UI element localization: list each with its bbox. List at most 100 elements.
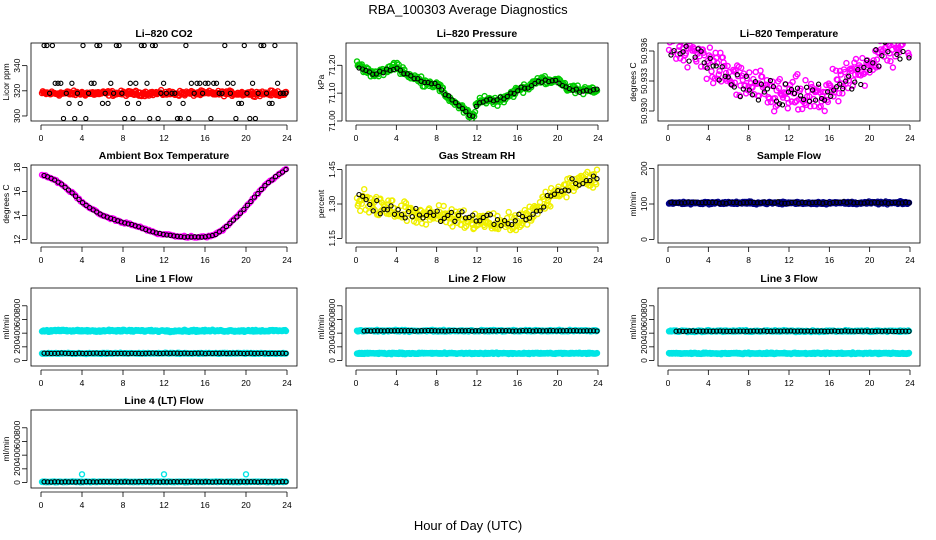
data-point-hourly xyxy=(445,212,451,219)
x-tick-label: 16 xyxy=(825,133,835,143)
data-point-hourly xyxy=(216,90,222,96)
data-point-hourly xyxy=(800,96,807,103)
data-point-hourly xyxy=(802,199,809,206)
data-point-hourly xyxy=(473,218,479,224)
data-point-all xyxy=(889,36,894,41)
data-point-hourly xyxy=(421,79,428,86)
x-tick-label: 12 xyxy=(159,133,169,143)
data-point-hourly xyxy=(533,208,540,214)
data-point-hourly xyxy=(72,479,79,485)
data-point-hourly xyxy=(590,87,597,93)
data-point-hourly xyxy=(569,176,575,182)
data-point-all xyxy=(776,75,783,83)
plot-frame xyxy=(30,287,298,367)
data-point-hourly xyxy=(237,479,244,485)
data-point-hourly xyxy=(279,479,286,485)
data-point-hourly xyxy=(791,328,797,334)
data-point-hourly xyxy=(213,80,220,86)
data-point-hourly xyxy=(689,199,695,206)
data-point-hourly xyxy=(448,209,455,216)
data-point-hourly xyxy=(110,90,117,96)
data-point-all xyxy=(766,95,773,102)
data-point-all xyxy=(512,226,520,234)
x-tick-label: 4 xyxy=(80,378,85,388)
data-point-hourly xyxy=(163,90,170,96)
data-point-hourly xyxy=(384,207,391,213)
data-point-hourly xyxy=(849,86,855,92)
data-point-all xyxy=(785,99,792,107)
data-point-hourly xyxy=(683,328,689,334)
data-point-hourly xyxy=(553,328,560,334)
data-point-hourly xyxy=(247,115,253,121)
data-point-hourly xyxy=(902,328,909,334)
data-point-hourly xyxy=(889,199,895,206)
data-point-hourly xyxy=(85,90,92,96)
data-point-hourly xyxy=(477,100,483,106)
data-point-hourly xyxy=(124,100,131,107)
x-tick-label: 8 xyxy=(434,255,439,265)
data-point-hourly xyxy=(119,90,125,96)
data-point-hourly xyxy=(236,100,242,107)
data-point-hourly xyxy=(680,49,686,55)
data-point-hourly xyxy=(79,200,86,206)
data-point-hourly xyxy=(209,350,216,357)
data-point-hourly xyxy=(160,350,166,356)
x-tick-label: 0 xyxy=(39,133,44,143)
y-tick-label: 16 xyxy=(12,186,22,196)
data-point-hourly xyxy=(682,200,688,206)
data-point-hourly xyxy=(152,43,158,49)
x-tick-label: 8 xyxy=(121,133,126,143)
data-point-hourly xyxy=(88,80,94,86)
data-point-hourly xyxy=(509,328,516,334)
data-point-hourly xyxy=(202,479,208,485)
y-tick-label: 50.933 xyxy=(639,68,649,94)
data-point-all xyxy=(684,35,689,40)
data-point-hourly xyxy=(432,328,438,334)
data-point-all xyxy=(358,200,365,207)
panel-title: Line 3 Flow xyxy=(760,273,818,285)
data-point-hourly xyxy=(882,43,888,45)
data-point-hourly xyxy=(746,87,752,93)
data-point-hourly xyxy=(55,350,61,356)
data-point-hourly xyxy=(565,188,572,194)
data-point-hourly xyxy=(885,48,891,55)
data-point-hourly xyxy=(91,80,97,86)
data-point-all xyxy=(746,69,753,76)
data-point-hourly xyxy=(717,328,723,334)
data-point-hourly xyxy=(241,350,247,357)
data-point-hourly xyxy=(758,81,765,87)
data-point-hourly xyxy=(435,328,441,334)
data-point-hourly xyxy=(724,328,730,334)
data-point-hourly xyxy=(470,212,476,218)
plot-frame xyxy=(30,164,298,244)
data-point-hourly xyxy=(744,328,750,334)
data-point-all xyxy=(852,55,860,63)
data-point-hourly xyxy=(821,328,828,334)
data-point-hourly xyxy=(770,83,777,90)
data-point-all xyxy=(797,85,804,92)
data-point-hourly xyxy=(472,328,479,334)
data-point-all xyxy=(671,37,676,42)
data-point-hourly xyxy=(164,232,170,238)
y-tick-label: 0 xyxy=(12,480,22,485)
data-point-hourly xyxy=(702,199,709,206)
data-point-hourly xyxy=(710,63,716,69)
y-tick-label: 800 xyxy=(639,298,649,312)
y-tick-label: 71.10 xyxy=(327,82,337,104)
y-tick-label: 1.15 xyxy=(327,230,337,247)
data-point-hourly xyxy=(686,58,692,64)
data-point-hourly xyxy=(79,479,86,485)
data-points xyxy=(38,43,290,121)
data-point-hourly xyxy=(146,479,152,485)
data-point-hourly xyxy=(97,479,103,485)
data-point-hourly xyxy=(675,200,681,206)
data-point-hourly xyxy=(248,479,254,485)
data-point-hourly xyxy=(861,64,867,71)
data-point-hourly xyxy=(835,328,841,334)
data-point-hourly xyxy=(108,350,114,356)
data-point-hourly xyxy=(409,214,415,220)
data-point-hourly xyxy=(482,328,489,334)
data-point-hourly xyxy=(211,80,217,86)
data-point-hourly xyxy=(544,192,550,199)
